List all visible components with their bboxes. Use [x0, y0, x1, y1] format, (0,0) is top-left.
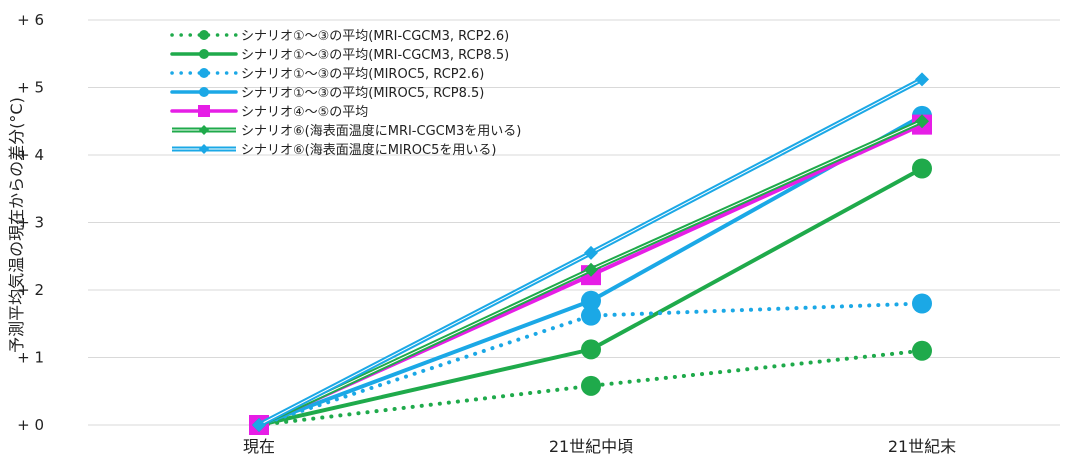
data-point-diamond — [915, 72, 929, 87]
y-tick-label: + 1 — [17, 349, 44, 367]
y-tick-label: + 2 — [17, 281, 44, 299]
legend-item: シナリオ④～⑤の平均 — [170, 105, 368, 120]
series-group — [249, 293, 932, 435]
legend-label: シナリオ①～③の平均(MIROC5, RCP2.6) — [241, 67, 484, 82]
data-point-circle — [912, 158, 932, 179]
series-line — [257, 301, 924, 427]
data-point-circle — [199, 49, 209, 59]
legend-label: シナリオ④～⑤の平均 — [241, 105, 368, 120]
data-point-diamond — [199, 144, 209, 154]
legend-label: シナリオ①～③の平均(MIROC5, RCP8.5) — [241, 86, 484, 101]
legend-item: シナリオ⑥(海表面温度にMRI-CGCM3を用いる) — [172, 123, 521, 139]
x-category-label: 現在 — [243, 437, 275, 456]
legend-item: シナリオ①～③の平均(MIROC5, RCP8.5) — [170, 86, 484, 101]
series-lines — [249, 72, 932, 435]
y-tick-label: + 5 — [17, 79, 44, 97]
data-point-diamond — [584, 245, 598, 260]
series-group — [252, 72, 929, 432]
series-line — [257, 348, 924, 427]
x-category-label: 21世紀中頃 — [549, 437, 633, 456]
data-point-circle — [581, 339, 601, 360]
gridlines — [88, 19, 1060, 426]
data-point-square — [198, 105, 210, 117]
data-point-circle — [912, 293, 932, 314]
data-point-diamond — [199, 125, 209, 135]
legend-item: シナリオ①～③の平均(MIROC5, RCP2.6) — [170, 67, 484, 82]
legend-item: シナリオ①～③の平均(MRI-CGCM3, RCP8.5) — [170, 48, 509, 63]
legend-label: シナリオ⑥(海表面温度にMRI-CGCM3を用いる) — [241, 123, 521, 139]
legend-label: シナリオ①～③の平均(MRI-CGCM3, RCP8.5) — [241, 48, 509, 63]
legend-label: シナリオ①～③の平均(MRI-CGCM3, RCP2.6) — [241, 29, 509, 44]
y-tick-label: + 4 — [17, 146, 44, 164]
y-axis-label: 予測平均気温の現在からの差分(°C) — [7, 97, 26, 353]
legend-item: シナリオ⑥(海表面温度にMIROC5を用いる) — [172, 142, 496, 158]
data-point-diamond — [252, 418, 266, 432]
y-tick-label: + 0 — [17, 416, 44, 434]
data-point-circle — [581, 290, 601, 311]
data-point-circle — [581, 375, 601, 396]
x-category-label: 21世紀末 — [888, 437, 956, 456]
data-point-circle — [199, 87, 209, 97]
legend: シナリオ①～③の平均(MRI-CGCM3, RCP2.6) シナリオ①～③の平均(… — [170, 29, 521, 158]
y-tick-label: + 3 — [17, 214, 44, 232]
y-axis-ticks: + 0 + 1 + 2 + 3 + 4 + 5 + 6 — [17, 11, 44, 434]
data-point-circle — [199, 68, 209, 78]
legend-label: シナリオ⑥(海表面温度にMIROC5を用いる) — [241, 142, 496, 158]
data-point-circle — [581, 305, 601, 326]
x-axis-categories: 現在 21世紀中頃 21世紀末 — [243, 437, 956, 456]
data-point-circle — [912, 340, 932, 361]
data-point-diamond — [584, 262, 598, 277]
legend-item: シナリオ①～③の平均(MRI-CGCM3, RCP2.6) — [170, 29, 509, 44]
data-point-circle — [199, 30, 209, 40]
data-point-diamond — [915, 114, 929, 129]
y-tick-label: + 6 — [17, 11, 44, 29]
